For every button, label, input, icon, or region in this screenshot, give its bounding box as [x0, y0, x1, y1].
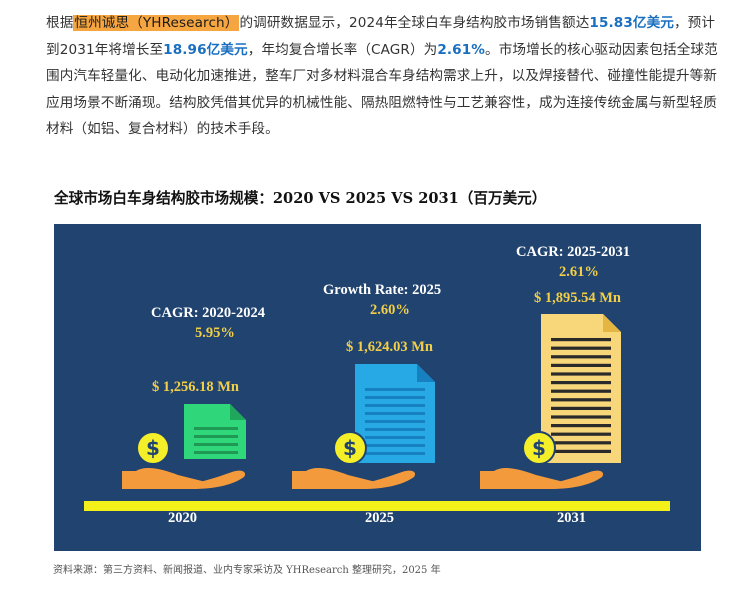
source-note: 资料来源：第三方资料、新闻报道、业内专家采访及 YHResearch 整理研究，… — [53, 565, 441, 576]
intro-text-5: 。市场增长的核心驱动因素包括全球范围内汽车轻量化、电动化加速推进，整车厂对多材料… — [46, 41, 718, 138]
document-icon — [184, 404, 246, 459]
year-label-2020: 2020 — [168, 510, 197, 526]
svg-text:$: $ — [532, 436, 546, 460]
rate-label-2031: CAGR: 2025-2031 — [516, 244, 630, 260]
baseline-bar — [84, 501, 670, 511]
amount-2020: $ 1,256.18 Mn — [152, 379, 239, 395]
value-2024: 15.83亿美元 — [589, 15, 674, 31]
document-icon — [541, 314, 621, 463]
intro-paragraph: 根据恒州诚思（YHResearch）的调研数据显示，2024年全球白车身结构胶市… — [46, 10, 722, 143]
cagr-value: 2.61% — [437, 41, 485, 58]
svg-text:$: $ — [146, 436, 160, 460]
rate-label-2025: Growth Rate: 2025 — [323, 282, 442, 298]
hand-icon — [122, 468, 246, 489]
company-highlight: 恒州诚思（YHResearch） — [73, 15, 240, 31]
intro-text-1: 根据 — [46, 15, 74, 31]
infographic-title: 全球市场白车身结构胶市场规模：2020 VS 2025 VS 2031（百万美元… — [54, 190, 547, 207]
coin-icon: $ — [136, 431, 170, 465]
coin-icon: $ — [333, 431, 367, 465]
document-icon — [355, 364, 435, 463]
coin-icon: $ — [522, 431, 556, 465]
rate-value-2031: 2.61% — [559, 264, 599, 280]
value-2031: 18.96亿美元 — [163, 41, 248, 58]
infographic-panel: CAGR: 2020-2024 5.95% $ 1,256.18 Mn $ Gr… — [54, 224, 701, 551]
amount-2025: $ 1,624.03 Mn — [346, 339, 433, 355]
rate-label-2020: CAGR: 2020-2024 — [151, 305, 265, 321]
intro-text-3: ，预计到2031年将增长至 — [46, 15, 716, 58]
rate-value-2025: 2.60% — [370, 302, 410, 318]
intro-text-4: ，年均复合增长率（CAGR）为 — [247, 41, 438, 58]
year-label-2031: 2031 — [557, 510, 586, 526]
rate-value-2020: 5.95% — [195, 325, 235, 341]
svg-text:$: $ — [343, 436, 357, 460]
hand-icon — [292, 468, 416, 489]
hand-icon — [480, 468, 604, 489]
amount-2031: $ 1,895.54 Mn — [534, 290, 621, 306]
intro-text-2: 的调研数据显示，2024年全球白车身结构胶市场销售额达 — [239, 15, 590, 31]
year-label-2025: 2025 — [365, 510, 394, 526]
